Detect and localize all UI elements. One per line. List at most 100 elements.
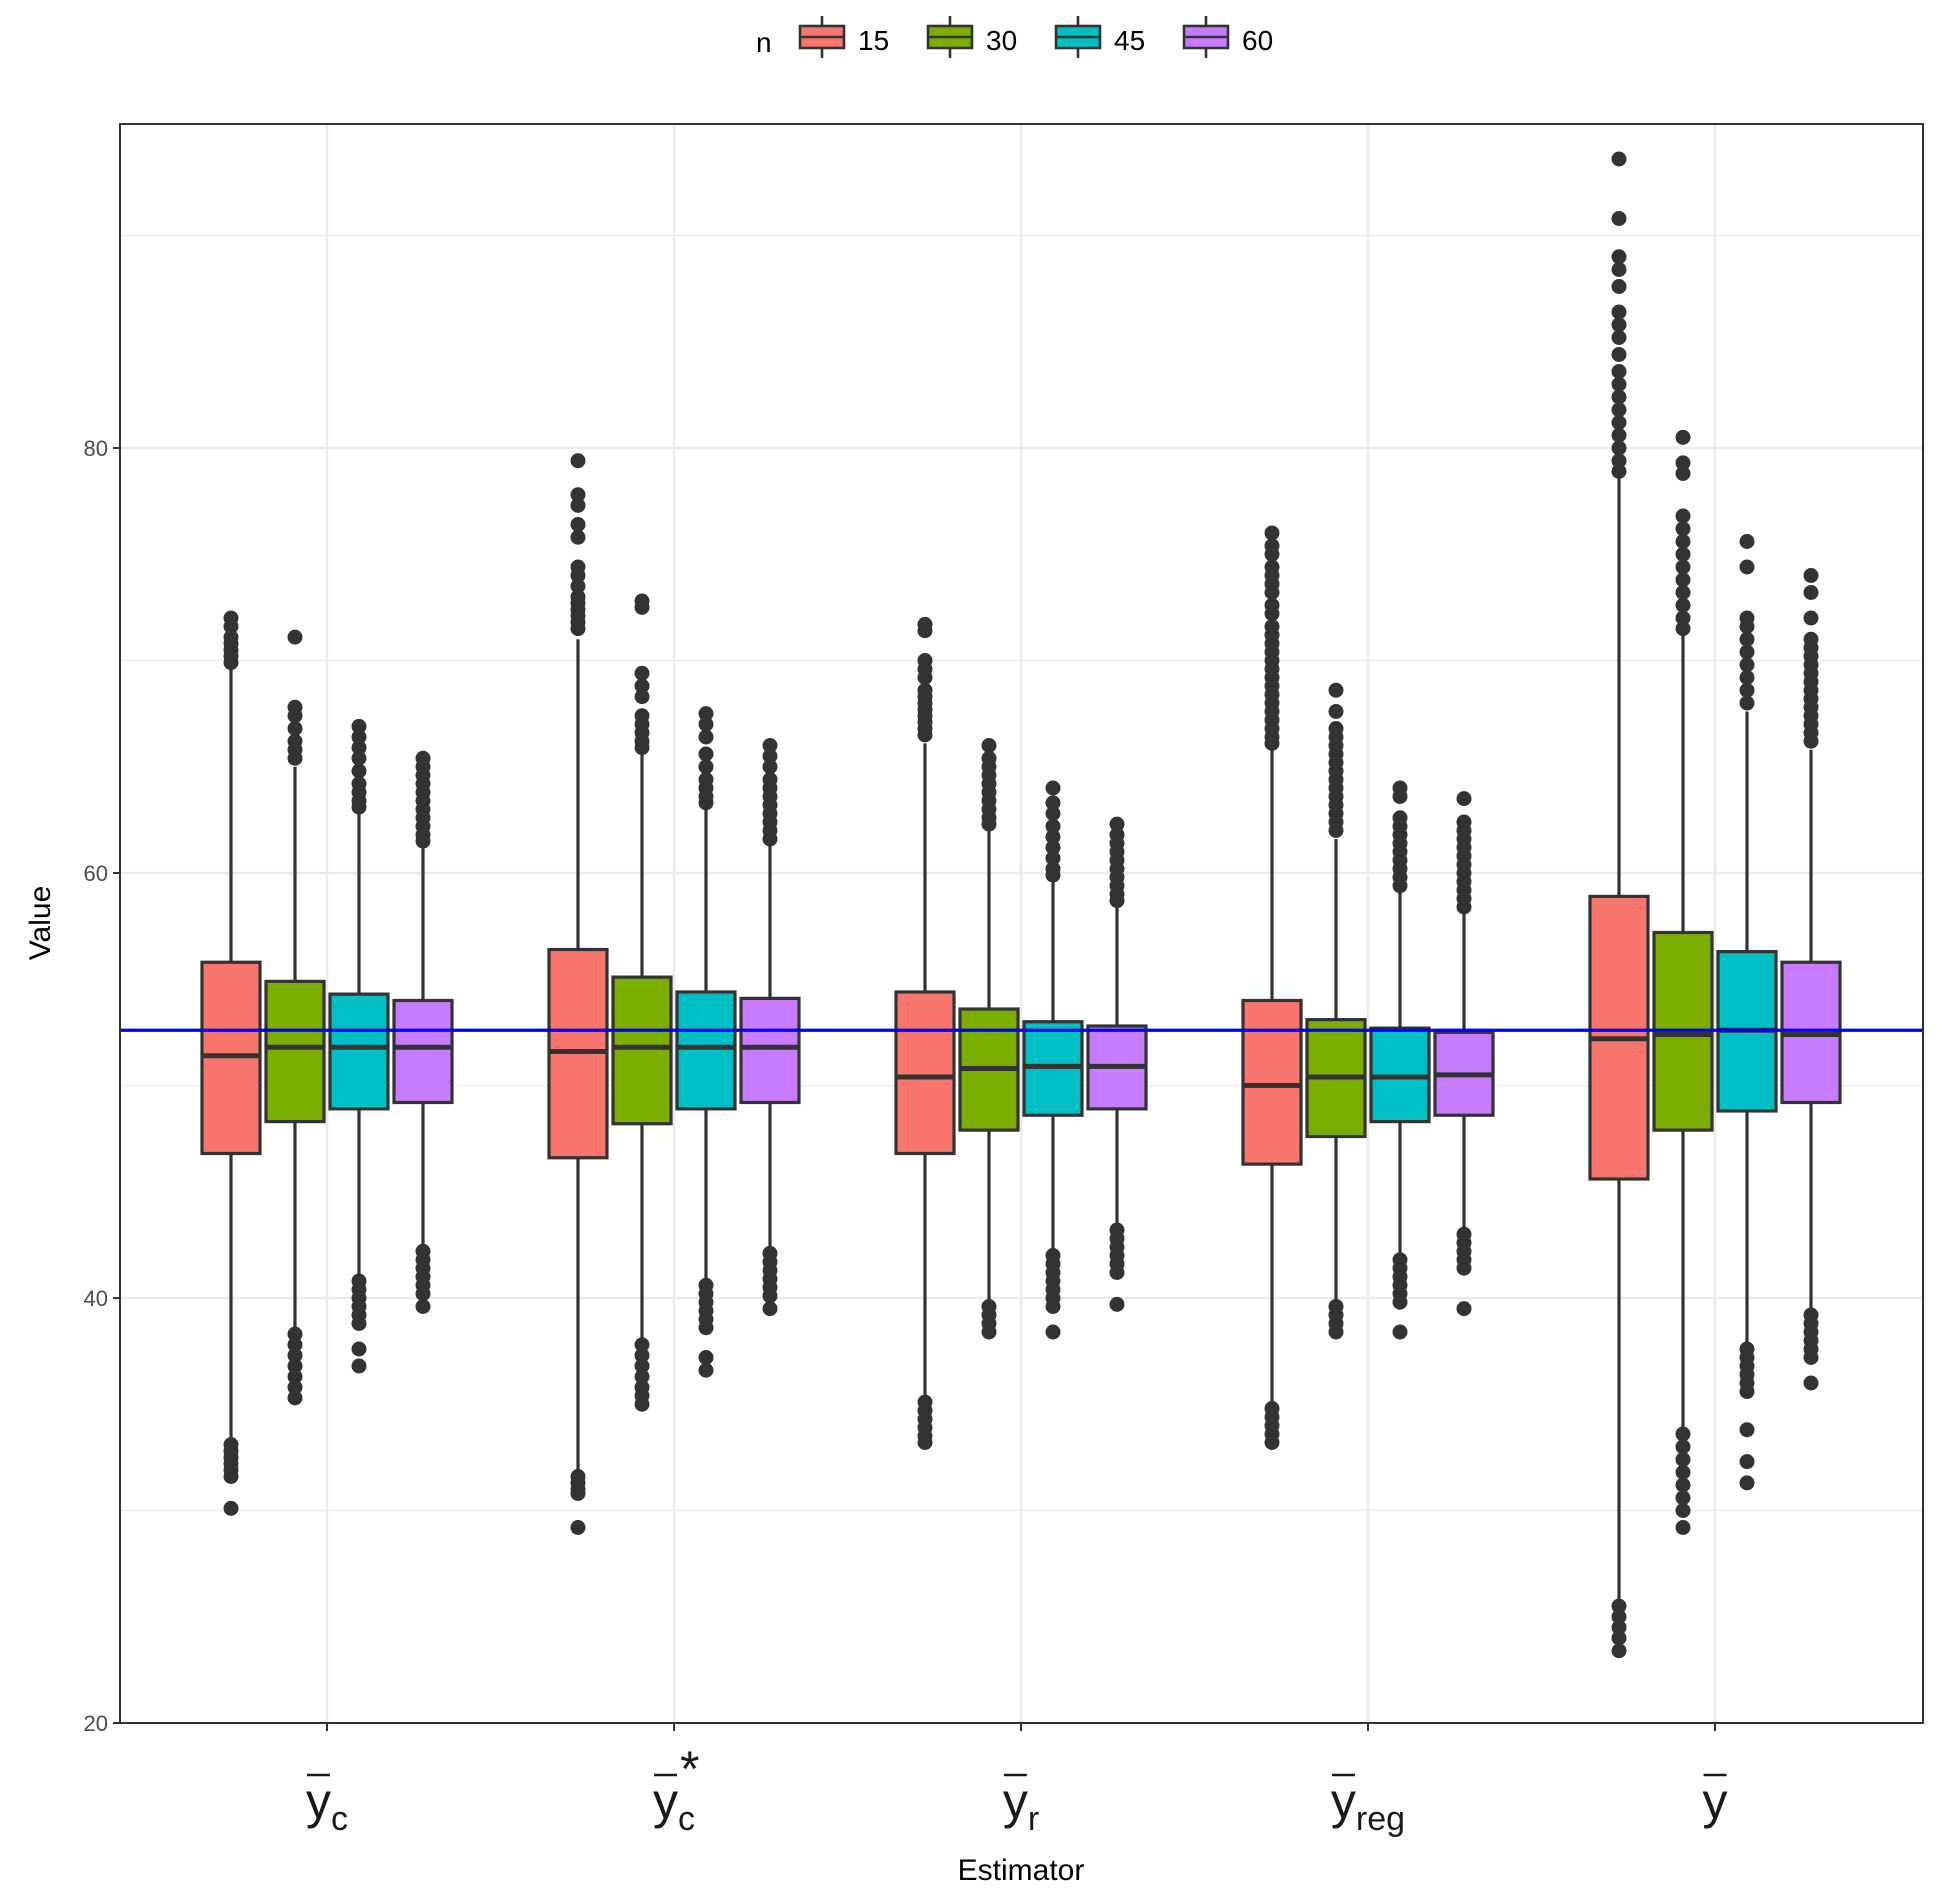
- outlier-point: [1803, 568, 1819, 583]
- outlier-point: [1045, 1299, 1061, 1314]
- outlier-point: [1264, 1435, 1280, 1450]
- outlier-point: [1611, 427, 1627, 443]
- outlier-point: [1675, 1452, 1691, 1467]
- box-45-0: [328, 718, 390, 1374]
- outlier-point: [415, 833, 431, 849]
- outlier-point: [634, 689, 650, 705]
- outlier-point: [1611, 1598, 1627, 1614]
- box-series: [200, 151, 1842, 1659]
- outlier-point: [1611, 347, 1627, 362]
- outlier-point: [762, 759, 778, 775]
- outlier-point: [1611, 415, 1627, 430]
- outlier-point: [1675, 534, 1691, 549]
- outlier-point: [1675, 521, 1691, 537]
- box-15-3: [1241, 525, 1303, 1450]
- outlier-point: [698, 1350, 714, 1365]
- box-45-1: [675, 706, 737, 1378]
- outlier-point: [1803, 585, 1819, 600]
- outlier-point: [1739, 695, 1755, 711]
- x-axis: yc yc*yr yreg y: [306, 1723, 1728, 1838]
- outlier-point: [1675, 1464, 1691, 1480]
- outlier-point: [634, 678, 650, 694]
- outlier-point: [1611, 262, 1627, 277]
- outlier-point: [698, 1362, 714, 1378]
- box-60-3: [1433, 791, 1495, 1317]
- outlier-point: [1456, 791, 1472, 807]
- plot-panel: [119, 123, 1924, 1725]
- outlier-point: [1675, 455, 1691, 471]
- outlier-point: [570, 1520, 586, 1535]
- outlier-point: [287, 1369, 303, 1385]
- outlier-point: [1328, 823, 1344, 838]
- outlier-point: [1739, 631, 1755, 647]
- outlier-point: [351, 1316, 367, 1331]
- outlier-point: [1675, 585, 1691, 600]
- outlier-point: [287, 708, 303, 724]
- outlier-point: [762, 1288, 778, 1304]
- outlier-point: [1739, 559, 1755, 575]
- outlier-point: [698, 729, 714, 745]
- outlier-point: [917, 670, 933, 685]
- outlier-point: [1045, 867, 1061, 883]
- outlier-point: [223, 619, 239, 634]
- outlier-point: [917, 1435, 933, 1450]
- outlier-point: [1739, 619, 1755, 634]
- outlier-point: [1675, 610, 1691, 626]
- outlier-point: [1675, 621, 1691, 637]
- outlier-point: [1675, 572, 1691, 588]
- outlier-point: [1045, 780, 1061, 796]
- outlier-point: [698, 795, 714, 811]
- outlier-point: [1611, 1619, 1627, 1635]
- outlier-point: [287, 1337, 303, 1353]
- outlier-point: [570, 453, 586, 469]
- category-superscript: *: [680, 1741, 699, 1797]
- x-category-label: yr: [1003, 1773, 1039, 1838]
- outlier-point: [1045, 1324, 1061, 1340]
- outlier-point: [981, 816, 997, 832]
- legend-title: n: [756, 27, 772, 58]
- y-axis: 20 40 60 80: [84, 436, 120, 1736]
- outlier-point: [415, 1299, 431, 1314]
- outlier-point: [1611, 317, 1627, 333]
- outlier-point: [762, 748, 778, 764]
- box-15-0: [200, 610, 262, 1516]
- outlier-point: [1675, 559, 1691, 575]
- outlier-point: [1264, 546, 1280, 562]
- outlier-point: [1264, 525, 1280, 541]
- outlier-point: [1611, 402, 1627, 418]
- iqr-box: [1241, 998, 1303, 1166]
- outlier-point: [1392, 1324, 1408, 1340]
- outlier-point: [570, 517, 586, 532]
- outlier-point: [1739, 1454, 1755, 1470]
- outlier-point: [1456, 1301, 1472, 1317]
- outlier-point: [1739, 657, 1755, 673]
- outlier-point: [762, 831, 778, 847]
- outlier-point: [1611, 364, 1627, 379]
- outlier-point: [1328, 682, 1344, 698]
- box-60-2: [1086, 816, 1148, 1312]
- outlier-point: [1045, 795, 1061, 811]
- outlier-point: [570, 487, 586, 503]
- outlier-point: [1611, 249, 1627, 265]
- x-category-text: yc: [653, 1773, 695, 1838]
- x-category-text: yc: [306, 1773, 348, 1838]
- outlier-point: [351, 740, 367, 756]
- outlier-point: [1611, 1609, 1627, 1625]
- outlier-point: [1328, 704, 1344, 719]
- outlier-point: [981, 1324, 997, 1340]
- category-base: y: [1003, 1773, 1028, 1829]
- x-category-text: yr: [1003, 1773, 1039, 1838]
- iqr-box: [328, 992, 390, 1111]
- box-60-0: [392, 750, 454, 1314]
- outlier-point: [1109, 1296, 1125, 1312]
- outlier-point: [1109, 893, 1125, 909]
- outlier-point: [1392, 1294, 1408, 1310]
- outlier-point: [1611, 389, 1627, 405]
- outlier-point: [1739, 1384, 1755, 1399]
- outlier-point: [570, 1486, 586, 1501]
- outlier-point: [1675, 1439, 1691, 1455]
- outlier-point: [1739, 682, 1755, 698]
- outlier-point: [1611, 376, 1627, 392]
- outlier-point: [1456, 1260, 1472, 1276]
- outlier-point: [223, 1469, 239, 1484]
